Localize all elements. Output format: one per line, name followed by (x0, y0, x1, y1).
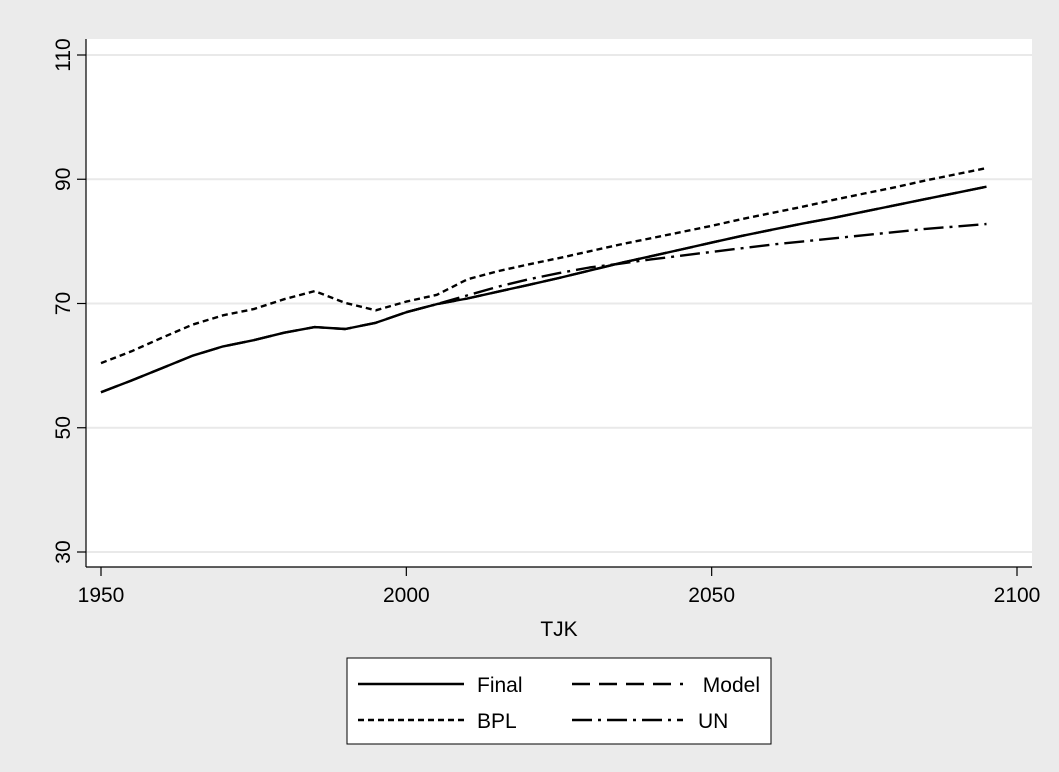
y-tick-label: 50 (52, 416, 75, 439)
x-tick-label: 2000 (383, 584, 430, 607)
series-line-model (100, 185, 987, 394)
y-tick-label: 110 (52, 38, 75, 71)
legend-items: Final Model BPL UN (358, 674, 760, 733)
y-tick-label: 30 (52, 540, 75, 563)
y-tick-label: 90 (52, 168, 75, 191)
y-tick-label: 70 (52, 292, 75, 315)
x-tick-label: 2050 (688, 584, 735, 607)
legend-label-un: UN (698, 710, 728, 733)
y-axis-ticks: 30 50 70 90 110 (52, 38, 86, 564)
legend-label-bpl: BPL (477, 710, 517, 733)
legend-label-model: Model (703, 674, 760, 697)
x-tick-label: 2100 (994, 584, 1041, 607)
x-axis-ticks: 1950 2000 2050 2100 (78, 567, 1041, 607)
series-lines (100, 166, 987, 394)
legend: Final Model BPL UN (346, 657, 772, 745)
x-axis-title: TJK (540, 618, 577, 641)
x-tick-label: 1950 (78, 584, 125, 607)
legend-box (346, 657, 772, 745)
series-line-un (405, 222, 987, 314)
gridlines (86, 54, 1032, 553)
legend-label-final: Final (477, 674, 523, 697)
